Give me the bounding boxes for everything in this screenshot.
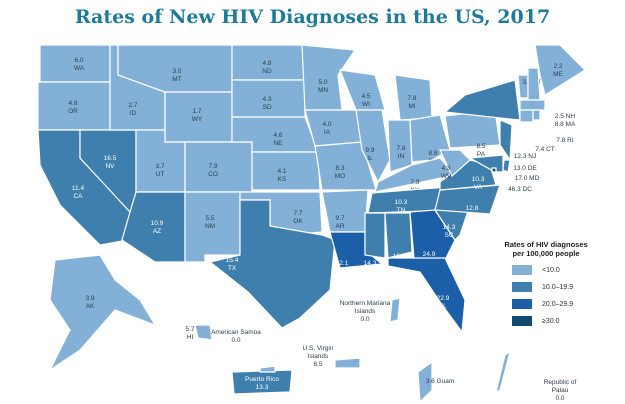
state-label-mn: 5.0 MN: [318, 79, 328, 94]
legend-item-mid: 10.0–19.9: [512, 282, 606, 292]
state-label-nm: 5.5 NM: [205, 215, 215, 230]
state-ct: [519, 109, 534, 123]
state-label-ks: 4.1 KS: [277, 168, 287, 183]
state-label-id: 2.7 ID: [128, 102, 137, 117]
legend-swatch: [512, 316, 532, 326]
state-label-wi: 4.5 WI: [361, 93, 370, 108]
state-label-mo: 8.3 MO: [335, 165, 345, 180]
state-me: [534, 44, 586, 96]
state-al: [384, 212, 413, 259]
territory-label: Puerto Rico 13.3: [245, 376, 279, 391]
territory-shape: [389, 297, 401, 323]
state-label-mt: 3.0 MT: [172, 68, 182, 83]
state-label-me: 2.2 ME: [553, 63, 563, 78]
state-label-ut: 3.7 UT: [155, 163, 164, 178]
state-label-sc: 14.3 SC: [443, 224, 456, 239]
state-nh: [527, 67, 541, 101]
state-label-az: 10.9 AZ: [151, 220, 164, 235]
territory-label: American Samoa 0.0: [211, 329, 261, 344]
map-title: Rates of New HIV Diagnoses in the US, 20…: [74, 6, 551, 28]
state-label-nc: 12.8 NC: [466, 205, 479, 220]
state-tx: [208, 199, 336, 329]
state-ms: [364, 212, 386, 259]
legend-label: <10.0: [542, 266, 560, 274]
state-label-ca: 11.4 CA: [72, 185, 85, 200]
territory-shape: [417, 360, 433, 404]
state-label-tn: 10.3 TN: [395, 199, 408, 214]
state-wi: [339, 69, 386, 111]
legend-item-low: <10.0: [512, 265, 606, 275]
state-ia: [304, 109, 363, 147]
state-label-co: 7.9 CO: [208, 163, 218, 178]
territory-label: U.S. Virgin Islands 6.5: [303, 345, 334, 368]
state-label-wv: 4.3 WV: [441, 165, 452, 180]
legend-swatch: [512, 265, 532, 275]
territory-label: Republic of Palau 0.0: [544, 379, 577, 402]
state-label-ar: 9.7 AR: [335, 215, 344, 230]
state-nj: [499, 119, 513, 162]
state-label-mi: 7.8 MI: [407, 95, 416, 110]
state-ks: [251, 151, 321, 191]
state-label-wa: 6.0 WA: [74, 57, 85, 72]
state-label-nj: 12.3 NJ: [514, 153, 536, 160]
state-label-nd: 4.8 ND: [262, 60, 272, 75]
state-ny: [443, 79, 521, 121]
state-label-fl: 22.9 FL: [437, 295, 450, 310]
state-label-tx: 15.4 TX: [226, 257, 239, 272]
state-wv: [439, 149, 471, 177]
territory-shape: [495, 350, 511, 394]
state-label-ct: 7.4 CT: [535, 146, 555, 153]
territory-shape: [334, 357, 361, 369]
state-label-nv: 16.5 NV: [104, 155, 117, 170]
legend-label: 10.0–19.9: [542, 283, 574, 291]
state-co: [184, 141, 253, 193]
legend-item-highest: ≥30.0: [512, 316, 606, 326]
state-de: [502, 159, 511, 173]
state-label-hi: 5.7 HI: [185, 326, 194, 341]
state-fl: [387, 257, 466, 334]
territory-label: 3.6 Guam: [426, 378, 455, 385]
state-label-or: 4.8 OR: [68, 100, 78, 115]
state-label-ms: 14.3 MS: [364, 260, 377, 275]
state-label-va: 10.3 VA: [472, 176, 485, 191]
state-label-wy: 1.7 WY: [192, 108, 203, 123]
state-label-il: 9.9 IL: [365, 147, 374, 162]
state-label-md: 17.0 MD: [515, 175, 540, 182]
state-label-ri: 7.8 RI: [556, 137, 574, 144]
state-label-dc: 46.3 DC: [508, 186, 532, 193]
state-label-la: 22.1 LA: [336, 260, 349, 275]
territory-shape: [259, 365, 276, 373]
legend-item-high: 20.0–29.9: [512, 299, 606, 309]
state-label-ak: 3.9 AK: [85, 295, 95, 310]
legend-swatch: [512, 299, 532, 309]
state-label-nh: 2.5 NH: [555, 113, 576, 120]
state-ar: [321, 189, 369, 233]
state-label-sd: 4.3 SD: [262, 96, 271, 111]
legend-label: ≥30.0: [542, 317, 560, 325]
legend-title-line2: per 100,000 people: [512, 249, 580, 258]
legend-label: 20.0–29.9: [542, 300, 574, 308]
state-il: [355, 109, 391, 184]
state-ri: [532, 109, 541, 121]
state-label-ok: 7.7 OK: [293, 210, 303, 225]
state-label-ia: 4.0 IA: [322, 121, 331, 136]
legend-title-line1: Rates of HIV diagnoses: [504, 240, 588, 249]
legend: Rates of HIV diagnoses per 100,000 peopl…: [486, 240, 606, 326]
state-mn: [301, 44, 357, 111]
state-label-ne: 4.6 NE: [273, 132, 283, 147]
state-label-ma: 8.8 MA: [555, 121, 576, 128]
state-la: [329, 231, 384, 269]
territory-label: Northern Mariana Islands 0.0: [340, 300, 391, 323]
state-label-de: 13.0 DE: [513, 165, 537, 172]
state-hi: [194, 324, 213, 341]
state-ga: [409, 209, 456, 261]
state-ma: [519, 99, 546, 111]
state-label-pa: 8.5 PA: [476, 143, 485, 158]
legend-swatch: [512, 282, 532, 292]
state-ak: [48, 254, 157, 372]
state-dc: [491, 167, 497, 173]
state-label-in: 7.8 IN: [396, 145, 405, 160]
